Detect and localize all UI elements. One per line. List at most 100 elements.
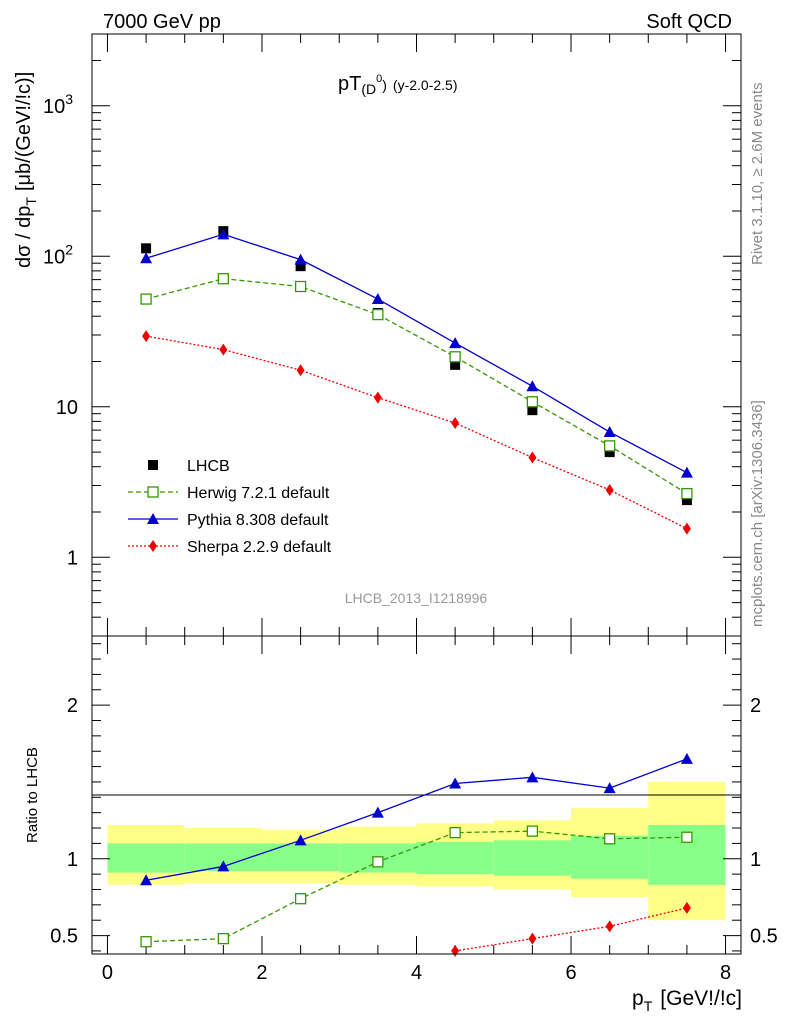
ratio-y-axis-label: Ratio to LHCB bbox=[24, 747, 41, 843]
ratio-series-0 bbox=[140, 825, 693, 948]
main-data-point bbox=[605, 484, 614, 497]
plot-title-sup: 0 bbox=[376, 73, 382, 85]
ratio-inner-band bbox=[261, 843, 340, 872]
legend-label: Herwig 7.2.1 default bbox=[187, 485, 330, 502]
main-data-point bbox=[449, 337, 462, 349]
main-y-tick-label: 102 bbox=[43, 241, 73, 268]
main-data-point bbox=[219, 343, 228, 356]
main-data-point bbox=[141, 243, 152, 254]
mcplots-label: mcplots.cern.ch [arXiv:1306.3436] bbox=[749, 400, 766, 627]
main-y-axis-label-sub: T bbox=[23, 197, 39, 206]
ratio-inner-band bbox=[493, 840, 572, 876]
legend-marker bbox=[147, 486, 159, 498]
main-data-point bbox=[451, 417, 460, 430]
main-data-point bbox=[450, 359, 461, 370]
plot-title-sub: (D bbox=[361, 81, 376, 97]
main-data-point bbox=[526, 380, 539, 392]
ratio-y-tick-label-left: 1 bbox=[67, 849, 78, 871]
x-axis-label-main: p bbox=[632, 987, 644, 1010]
ratio-data-point bbox=[526, 825, 539, 837]
ratio-data-point bbox=[680, 752, 693, 764]
main-y-axis-label-unit: [μb/(GeV!/!c)] bbox=[13, 72, 35, 191]
ratio-panel: 0.5 0.5 1 1 2 2 0 2 4 6 8 Ratio to LHCB pT [GeV!/!… bbox=[24, 635, 778, 1014]
main-panel: 1 10 102 103 pT(D0) (y-2.0-2.5) dσ / dpT [μb/… bbox=[13, 33, 742, 637]
ratio-series-1 bbox=[140, 752, 693, 886]
main-data-point bbox=[604, 447, 615, 458]
ratio-data-point bbox=[294, 834, 307, 846]
x-tick-label: 8 bbox=[720, 962, 731, 984]
ratio-y-tick-labels: 0.5 0.5 1 1 2 2 bbox=[50, 695, 778, 947]
ratio-series-line bbox=[145, 758, 688, 881]
x-axis-label-unit: [GeV!/!c] bbox=[660, 987, 742, 1010]
main-y-tick-labels: 1 10 102 103 bbox=[43, 91, 78, 570]
main-data-point bbox=[682, 522, 691, 535]
header-left-label: 7000 GeV pp bbox=[103, 11, 221, 33]
ratio-data-point bbox=[604, 833, 616, 845]
header-right-label: Soft QCD bbox=[646, 11, 732, 33]
main-data-point bbox=[681, 487, 693, 500]
x-tick-label: 4 bbox=[411, 962, 422, 984]
legend-label: Pythia 8.308 default bbox=[187, 512, 329, 529]
ratio-data-point bbox=[682, 901, 691, 914]
main-y-axis-label-main: dσ / dp bbox=[13, 206, 35, 268]
main-data-point bbox=[449, 351, 461, 363]
ratio-data-point bbox=[526, 771, 539, 783]
ratio-data-point bbox=[449, 777, 462, 789]
ratio-data-point bbox=[140, 936, 152, 948]
main-data-point bbox=[217, 228, 230, 240]
analysis-id-label: LHCB_2013_I1218996 bbox=[345, 590, 488, 606]
main-data-point bbox=[526, 396, 539, 408]
main-series-line bbox=[145, 335, 688, 530]
ratio-frame bbox=[91, 635, 742, 955]
ratio-series-line bbox=[146, 830, 687, 943]
ratio-data-point bbox=[371, 806, 384, 818]
ratio-data-point bbox=[217, 860, 230, 872]
main-data-point bbox=[373, 391, 382, 404]
main-data-point bbox=[604, 440, 616, 452]
legend-marker bbox=[148, 460, 158, 470]
main-data-point bbox=[142, 330, 151, 343]
legend-label: LHCB bbox=[187, 458, 230, 475]
ratio-data-point bbox=[451, 944, 460, 957]
plot-title-close: ) bbox=[382, 77, 387, 93]
ratio-y-tick-label-right: 1 bbox=[750, 849, 761, 871]
ratio-uncertainty-bands bbox=[107, 781, 726, 921]
main-data-point bbox=[217, 273, 229, 285]
main-data-point bbox=[527, 405, 538, 416]
ratio-series-group bbox=[140, 752, 693, 957]
main-data-point bbox=[140, 293, 152, 305]
x-tick-label: 6 bbox=[565, 962, 576, 984]
x-tick-label: 0 bbox=[102, 962, 113, 984]
legend-marker bbox=[149, 540, 157, 552]
ratio-inner-band bbox=[107, 843, 185, 873]
ratio-axis-ticks bbox=[92, 636, 741, 954]
main-axis-ticks bbox=[92, 33, 741, 637]
main-data-point bbox=[528, 451, 537, 464]
main-series-group bbox=[140, 226, 693, 535]
x-tick-label: 2 bbox=[256, 962, 267, 984]
ratio-data-point bbox=[528, 932, 537, 945]
legend-marker bbox=[147, 513, 159, 524]
main-data-point bbox=[371, 293, 384, 305]
plot-title-rest: (y-2.0-2.5) bbox=[393, 77, 458, 93]
ratio-data-point bbox=[217, 932, 229, 945]
main-y-tick-label: 1 bbox=[67, 547, 78, 569]
main-data-point bbox=[372, 308, 384, 321]
main-series-2 bbox=[140, 228, 693, 478]
main-data-point bbox=[681, 495, 692, 506]
rivet-version-label: Rivet 3.1.10, ≥ 2.6M events bbox=[749, 83, 766, 266]
plot-title-main: pT bbox=[338, 73, 361, 95]
main-data-point bbox=[296, 364, 305, 377]
ratio-data-point bbox=[681, 831, 693, 843]
ratio-y-tick-label-right: 2 bbox=[750, 695, 761, 717]
main-data-point bbox=[294, 280, 307, 293]
x-axis-label-sub: T bbox=[644, 998, 653, 1014]
ratio-y-tick-label-left: 2 bbox=[67, 695, 78, 717]
main-y-tick-label: 10 bbox=[56, 397, 78, 419]
main-series-1 bbox=[140, 273, 693, 500]
ratio-data-point bbox=[294, 893, 307, 905]
main-y-tick-label: 103 bbox=[43, 91, 73, 118]
legend-label: Sherpa 2.2.9 default bbox=[187, 539, 332, 556]
main-series-3 bbox=[142, 330, 691, 535]
